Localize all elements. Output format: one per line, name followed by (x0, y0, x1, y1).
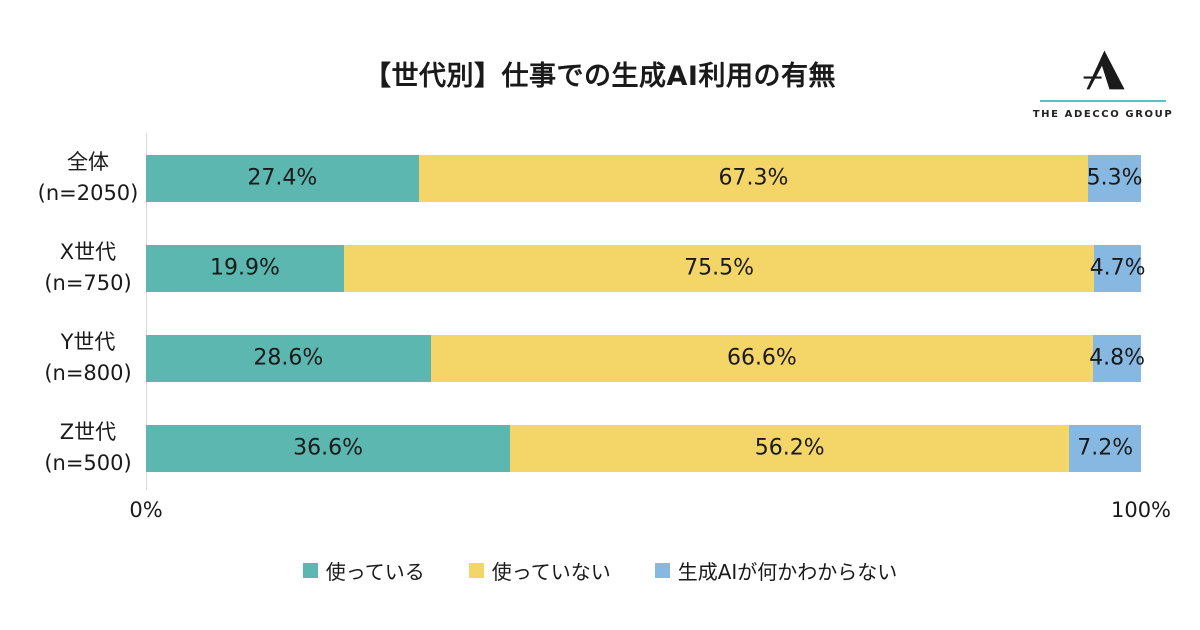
legend-label-used: 使っている (325, 560, 425, 584)
bar-value-label: 4.7% (1089, 255, 1146, 281)
x-axis-tick-min: 0% (129, 498, 163, 522)
bar-segment: 27.4% (146, 154, 419, 202)
bar-segment: 28.6% (146, 334, 431, 382)
logo-text: THE ADECCO GROUP (1032, 109, 1174, 120)
bar-value-label: 75.5% (684, 255, 754, 281)
bar-value-label: 56.2% (754, 435, 825, 461)
adecco-logo: THE ADECCO GROUP (1033, 44, 1172, 120)
category-label: Y世代 (n=800) (44, 330, 132, 385)
legend-label-unknown: 生成AIが何かわからない (677, 560, 898, 584)
bar-segment: 56.2% (510, 424, 1070, 472)
legend-item-used: 使っている (302, 556, 425, 585)
y-axis-line (146, 133, 147, 490)
bar-segment: 66.6% (430, 334, 1094, 382)
bar-segment: 75.5% (343, 244, 1095, 292)
chart-rows: 全体 (n=2050) 27.4% 67.3% 5.3% X世代 (n=750) 19.9% 7… (30, 133, 1146, 493)
bar-segment: 4.8% (1089, 334, 1145, 382)
chart-row: Z世代 (n=500) 36.6% 56.2% 7.2% (30, 403, 1141, 493)
chart-title: 【世代別】仕事での生成AI利用の有無 (364, 61, 836, 92)
bar-track: 19.9% 75.5% 4.7% (146, 244, 1146, 292)
legend-item-not-used: 使っていない (468, 556, 611, 585)
bar-value-label: 27.4% (247, 165, 318, 191)
legend-swatch-not-used (468, 563, 484, 578)
category-label: X世代 (n=750) (44, 240, 132, 295)
bar-track: 27.4% 67.3% 5.3% (146, 154, 1143, 202)
bar-value-label: 19.9% (209, 255, 280, 281)
bar-value-label: 66.6% (726, 345, 797, 371)
legend-swatch-unknown (654, 563, 670, 578)
bar-value-label: 7.2% (1077, 435, 1134, 461)
stacked-bar-chart: 全体 (n=2050) 27.4% 67.3% 5.3% X世代 (n=750) 19.9% 7… (30, 133, 1171, 522)
bar-track: 36.6% 56.2% 7.2% (146, 424, 1141, 472)
legend-swatch-used (302, 563, 318, 578)
bar-segment: 19.9% (146, 244, 344, 292)
legend-label-not-used: 使っていない (491, 560, 611, 584)
bar-value-label: 4.8% (1089, 345, 1146, 371)
bar-segment: 4.7% (1090, 244, 1146, 292)
logo-divider (1040, 100, 1166, 102)
category-label: Z世代 (n=500) (44, 420, 132, 475)
legend: 使っている 使っていない 生成AIが何かわからない (0, 556, 1200, 585)
bar-segment: 5.3% (1086, 154, 1143, 202)
chart-row: 全体 (n=2050) 27.4% 67.3% 5.3% (30, 133, 1143, 223)
chart-row: Y世代 (n=800) 28.6% 66.6% 4.8% (30, 313, 1145, 403)
bar-value-label: 36.6% (293, 435, 364, 461)
chart-row: X世代 (n=750) 19.9% 75.5% 4.7% (30, 223, 1146, 313)
bar-value-label: 5.3% (1086, 165, 1143, 191)
bar-value-label: 28.6% (253, 345, 324, 371)
legend-item-unknown: 生成AIが何かわからない (654, 556, 898, 585)
bar-segment: 67.3% (418, 154, 1089, 202)
x-axis-tick-max: 100% (1110, 498, 1172, 522)
bar-segment: 7.2% (1069, 424, 1141, 472)
category-label: 全体 (n=2050) (37, 150, 139, 205)
bar-segment: 36.6% (146, 424, 511, 472)
bar-track: 28.6% 66.6% 4.8% (146, 334, 1145, 382)
adecco-a-icon (1083, 50, 1125, 90)
bar-value-label: 67.3% (718, 165, 789, 191)
